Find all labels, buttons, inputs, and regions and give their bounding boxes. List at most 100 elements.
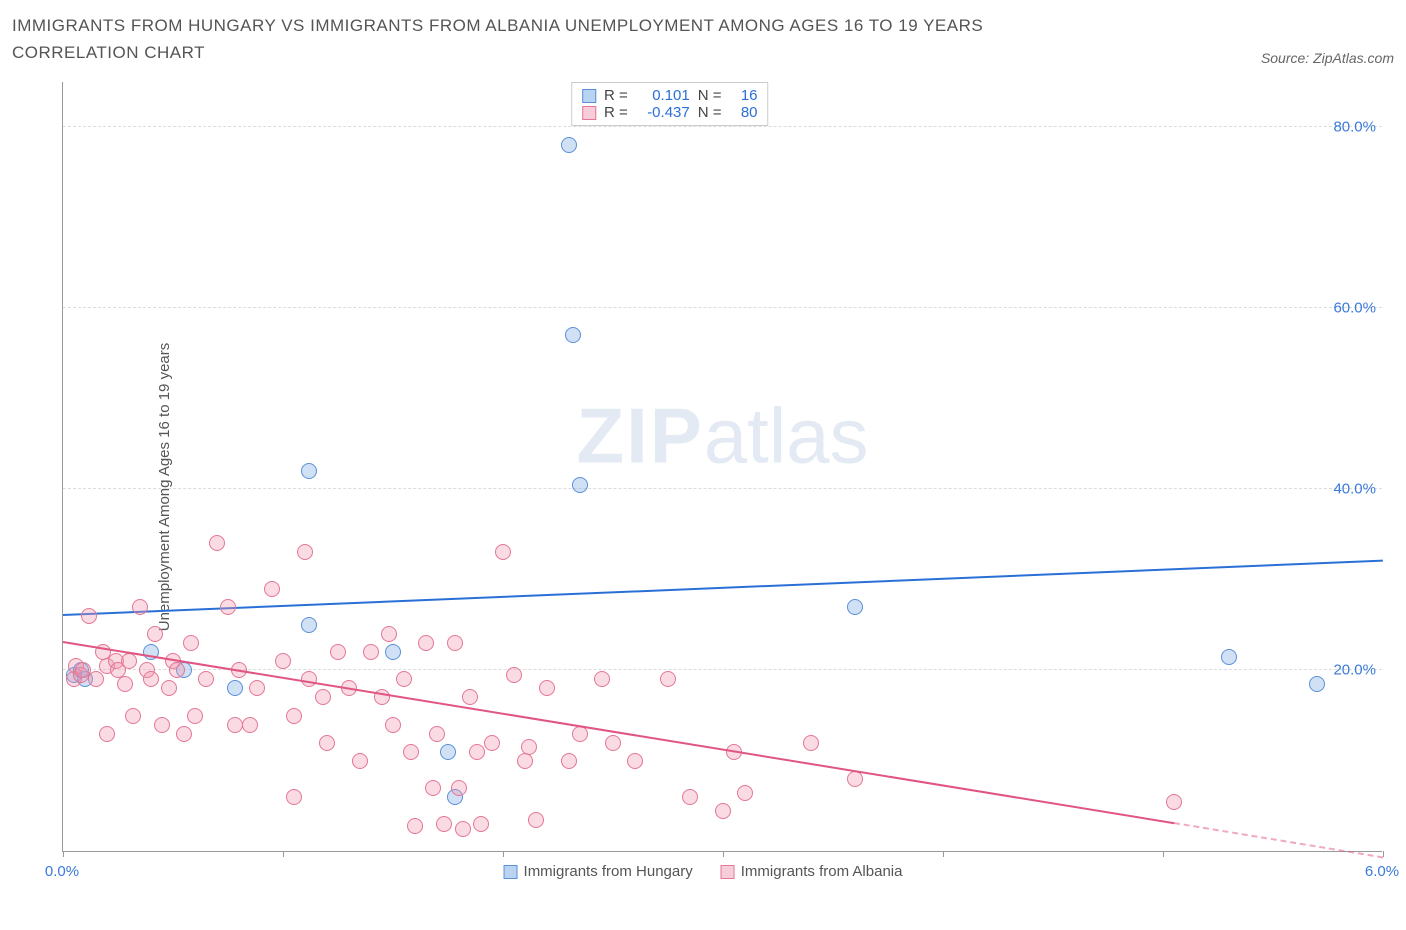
watermark-left: ZIP [576,392,703,480]
data-point [352,753,368,769]
data-point [572,477,588,493]
data-point [143,671,159,687]
legend-swatch [504,865,518,879]
data-point [451,780,467,796]
data-point [407,818,423,834]
x-tick-label: 6.0% [1365,863,1399,880]
legend-row: R = 0.101 N = 16 [582,87,758,104]
plot-area: ZIPatlas R = 0.101 N = 16R = -0.437 N = 80 20.… [62,82,1382,852]
data-point [436,816,452,832]
data-point [469,744,485,760]
data-point [227,717,243,733]
data-point [682,789,698,805]
data-point [660,671,676,687]
data-point [506,667,522,683]
data-point [176,726,192,742]
data-point [418,635,434,651]
data-point [381,626,397,642]
y-tick-label: 40.0% [1333,481,1376,498]
chart-container: Unemployment Among Ages 16 to 19 years Z… [12,72,1394,902]
grid-line [63,307,1382,308]
data-point [462,689,478,705]
x-tick-label: 0.0% [45,863,79,880]
data-point [154,717,170,733]
data-point [297,544,313,560]
data-point [440,744,456,760]
data-point [847,599,863,615]
data-point [403,744,419,760]
data-point [455,821,471,837]
legend-item: Immigrants from Albania [721,863,903,880]
legend-r-value: 0.101 [636,87,690,104]
data-point [605,735,621,751]
legend-label: Immigrants from Hungary [524,863,693,880]
chart-header: IMMIGRANTS FROM HUNGARY VS IMMIGRANTS FR… [12,12,1394,66]
legend-swatch [721,865,735,879]
trend-line-extrapolated [1174,822,1383,858]
legend-swatch [582,89,596,103]
data-point [517,753,533,769]
data-point [125,708,141,724]
x-tick [1163,851,1164,857]
data-point [1221,649,1237,665]
data-point [495,544,511,560]
chart-title: IMMIGRANTS FROM HUNGARY VS IMMIGRANTS FR… [12,12,1112,66]
legend-r-prefix: R = [604,87,628,104]
x-tick [283,851,284,857]
x-tick [63,851,64,857]
data-point [447,635,463,651]
data-point [242,717,258,733]
data-point [169,662,185,678]
grid-line [63,488,1382,489]
data-point [301,617,317,633]
data-point [249,680,265,696]
legend-swatch [582,106,596,120]
data-point [561,753,577,769]
data-point [198,671,214,687]
data-point [473,816,489,832]
data-point [363,644,379,660]
data-point [161,680,177,696]
data-point [521,739,537,755]
watermark-right: atlas [704,392,869,480]
data-point [132,599,148,615]
data-point [319,735,335,751]
data-point [187,708,203,724]
grid-line [63,126,1382,127]
x-tick [723,851,724,857]
data-point [385,644,401,660]
data-point [264,581,280,597]
y-tick-label: 80.0% [1333,118,1376,135]
data-point [1166,794,1182,810]
data-point [220,599,236,615]
legend-n-value: 80 [730,104,758,121]
data-point [396,671,412,687]
trend-line [63,560,1383,616]
legend-r-prefix: R = [604,104,628,121]
data-point [484,735,500,751]
data-point [1309,676,1325,692]
legend-label: Immigrants from Albania [741,863,903,880]
data-point [528,812,544,828]
data-point [737,785,753,801]
data-point [565,327,581,343]
legend-item: Immigrants from Hungary [504,863,693,880]
data-point [429,726,445,742]
watermark: ZIPatlas [576,391,868,482]
data-point [803,735,819,751]
data-point [301,463,317,479]
x-tick [943,851,944,857]
legend-n-value: 16 [730,87,758,104]
legend-n-prefix: N = [698,87,722,104]
data-point [330,644,346,660]
data-point [385,717,401,733]
data-point [715,803,731,819]
data-point [183,635,199,651]
data-point [88,671,104,687]
legend-r-value: -0.437 [636,104,690,121]
source-label: Source: ZipAtlas.com [1261,50,1394,66]
x-tick [503,851,504,857]
data-point [286,708,302,724]
data-point [847,771,863,787]
y-tick-label: 20.0% [1333,662,1376,679]
